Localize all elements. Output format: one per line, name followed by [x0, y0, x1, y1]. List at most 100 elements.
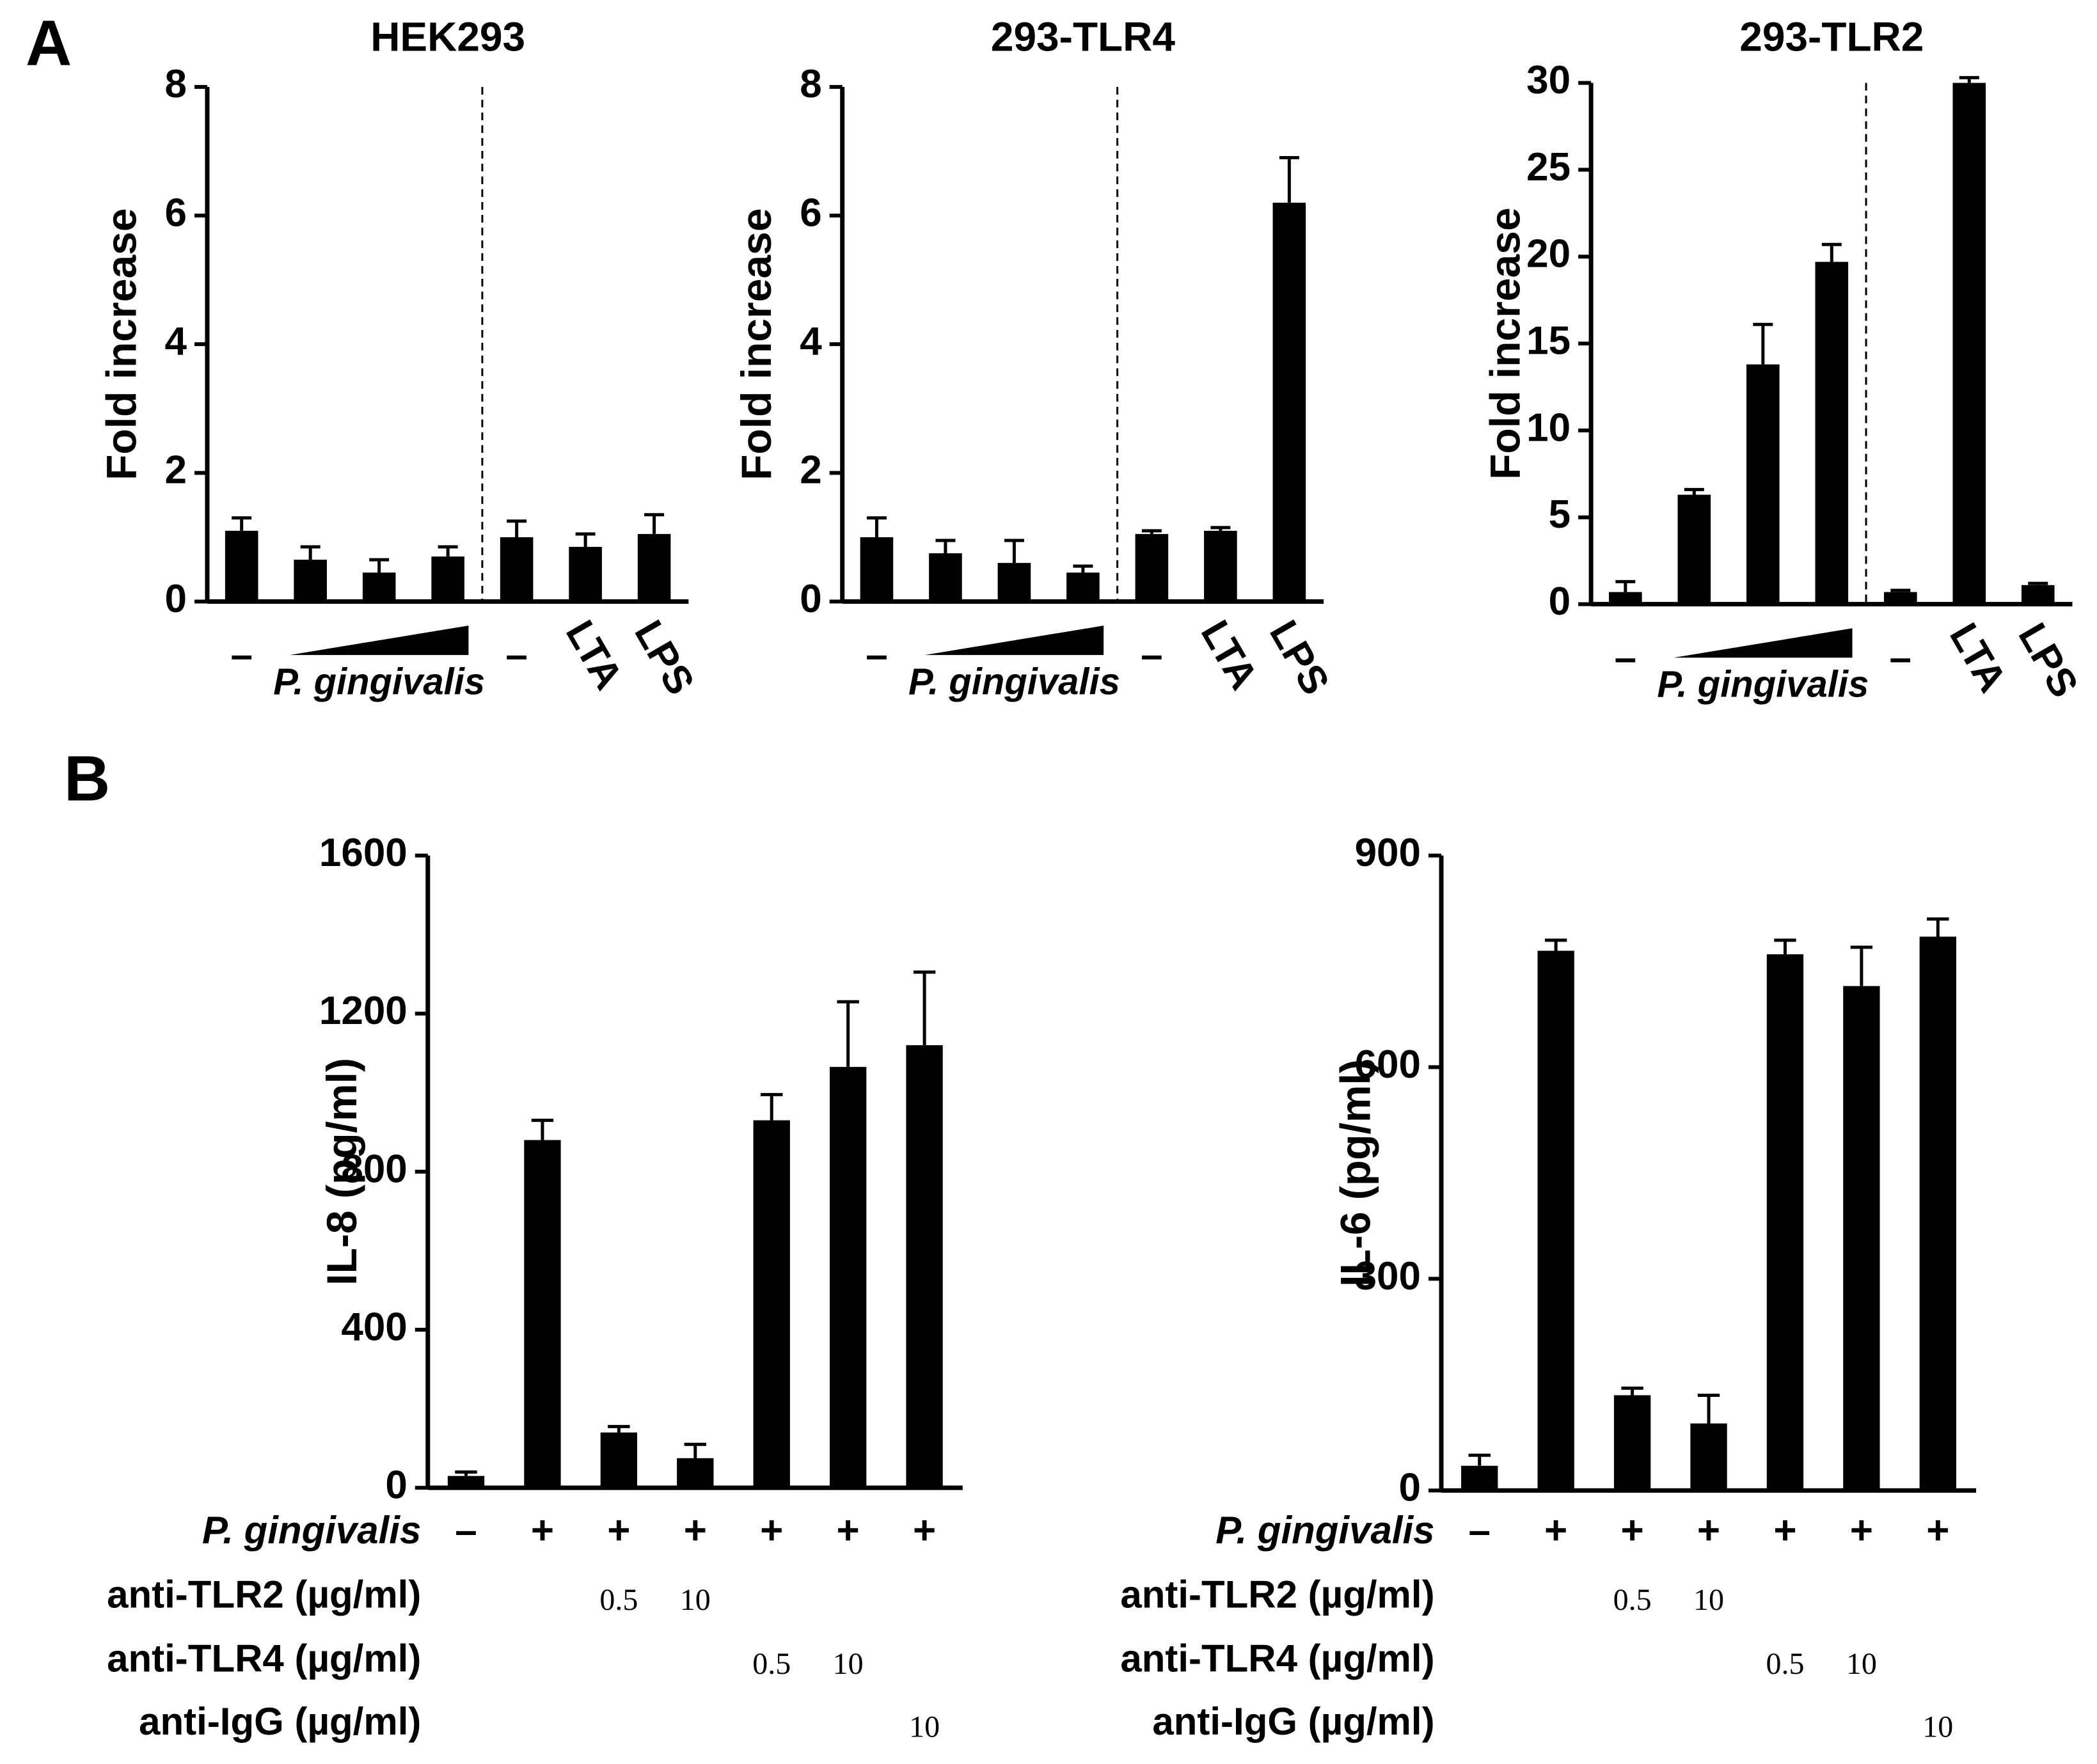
row-label: anti-IgG (µg/ml): [1152, 1700, 1434, 1743]
row-label: anti-TLR2 (µg/ml): [1120, 1573, 1434, 1616]
bar: [1609, 592, 1642, 604]
row-label: anti-TLR4 (µg/ml): [107, 1637, 421, 1680]
bar: [829, 1067, 867, 1488]
row-cell: +: [1850, 1509, 1873, 1553]
row-cell: +: [1697, 1509, 1720, 1553]
y-axis-label: Fold increase: [97, 208, 145, 480]
row-cell: +: [684, 1509, 707, 1553]
bar: [1883, 592, 1917, 604]
y-tick-label: 300: [1355, 1254, 1421, 1298]
bar: [362, 572, 396, 602]
y-tick-label: 600: [1355, 1043, 1421, 1087]
row-cell: 0.5: [1613, 1583, 1652, 1617]
y-tick-label: 10: [1526, 406, 1571, 450]
row-label: P. gingivalis: [202, 1509, 421, 1552]
row-cell: 10: [1922, 1710, 1953, 1744]
bar: [1843, 986, 1880, 1491]
x-tick-label: –: [1890, 636, 1911, 680]
row-label: anti-IgG (µg/ml): [139, 1700, 421, 1743]
bar: [294, 560, 327, 602]
row-cell: +: [1620, 1509, 1643, 1553]
bar: [637, 533, 671, 602]
y-tick-label: 4: [164, 320, 187, 364]
row-cell: +: [1773, 1509, 1796, 1553]
y-tick-label: 8: [164, 62, 186, 106]
row-cell: 10: [1693, 1583, 1724, 1617]
y-axis-label: IL-8 (pg/ml): [318, 1058, 365, 1286]
x-tick-label: LTA: [1941, 616, 2014, 700]
y-tick-label: 2: [164, 448, 186, 492]
group-label: P. gingivalis: [273, 661, 485, 702]
bar: [1272, 202, 1306, 602]
row-cell: +: [531, 1509, 554, 1553]
bar: [1919, 936, 1956, 1491]
y-tick-label: 400: [341, 1305, 407, 1349]
y-tick-label: 20: [1526, 232, 1571, 276]
x-tick-label: LPS: [1261, 613, 1338, 702]
bar: [431, 556, 464, 602]
x-tick-label: LPS: [2009, 616, 2086, 705]
y-tick-label: 4: [800, 320, 822, 364]
bar: [1766, 954, 1804, 1491]
row-cell: –: [1468, 1509, 1490, 1553]
y-axis-label: Fold increase: [732, 208, 780, 480]
row-cell: +: [913, 1509, 936, 1553]
row-cell: 10: [909, 1710, 940, 1744]
bar: [1537, 950, 1574, 1491]
y-tick-label: 25: [1526, 145, 1571, 189]
y-axis-label: IL-6 (pg/ml): [1331, 1059, 1379, 1287]
y-tick-label: 0: [385, 1463, 407, 1508]
bar: [600, 1432, 638, 1488]
row-cell: 10: [680, 1583, 711, 1617]
bar: [1613, 1395, 1651, 1491]
panel-letter: B: [64, 743, 110, 814]
row-cell: +: [760, 1509, 783, 1553]
bar: [906, 1045, 943, 1488]
y-tick-label: 1200: [319, 989, 408, 1033]
row-cell: –: [455, 1509, 477, 1553]
y-tick-label: 30: [1526, 58, 1571, 102]
bar: [929, 553, 962, 602]
row-label: P. gingivalis: [1215, 1509, 1434, 1552]
row-cell: 10: [833, 1647, 864, 1681]
row-label: anti-TLR2 (µg/ml): [107, 1573, 421, 1616]
bar: [677, 1458, 714, 1488]
row-cell: +: [1544, 1509, 1567, 1553]
bar: [1690, 1423, 1727, 1491]
y-tick-label: 800: [341, 1147, 407, 1191]
bar: [1135, 533, 1169, 602]
y-tick-label: 0: [800, 577, 821, 621]
x-tick-label: LTA: [557, 613, 631, 697]
row-cell: 0.5: [1766, 1647, 1804, 1681]
dose-triangle: [1674, 628, 1853, 658]
dose-triangle: [289, 626, 469, 656]
chart-title: HEK293: [370, 14, 525, 60]
panel-letter: A: [26, 7, 72, 79]
row-cell: 0.5: [599, 1583, 638, 1617]
y-tick-label: 0: [1549, 579, 1571, 624]
dose-triangle: [924, 626, 1104, 656]
x-tick-label: –: [505, 633, 527, 677]
y-tick-label: 900: [1355, 831, 1421, 875]
bar: [753, 1120, 790, 1488]
row-cell: +: [837, 1509, 860, 1553]
y-tick-label: 6: [164, 191, 186, 235]
bar: [1815, 262, 1849, 604]
y-tick-label: 0: [164, 577, 186, 621]
y-tick-label: 15: [1526, 319, 1571, 363]
y-tick-label: 2: [800, 448, 821, 492]
bar: [2021, 585, 2055, 604]
bar: [1204, 530, 1237, 602]
y-tick-label: 5: [1549, 492, 1571, 537]
row-cell: 10: [1846, 1647, 1877, 1681]
chart-title: 293-TLR2: [1739, 14, 1924, 60]
row-cell: +: [607, 1509, 630, 1553]
bar: [860, 537, 894, 602]
bar: [1461, 1465, 1498, 1491]
x-tick-label: –: [230, 633, 252, 677]
bar: [569, 547, 602, 602]
bar: [524, 1140, 561, 1488]
row-cell: +: [1926, 1509, 1949, 1553]
